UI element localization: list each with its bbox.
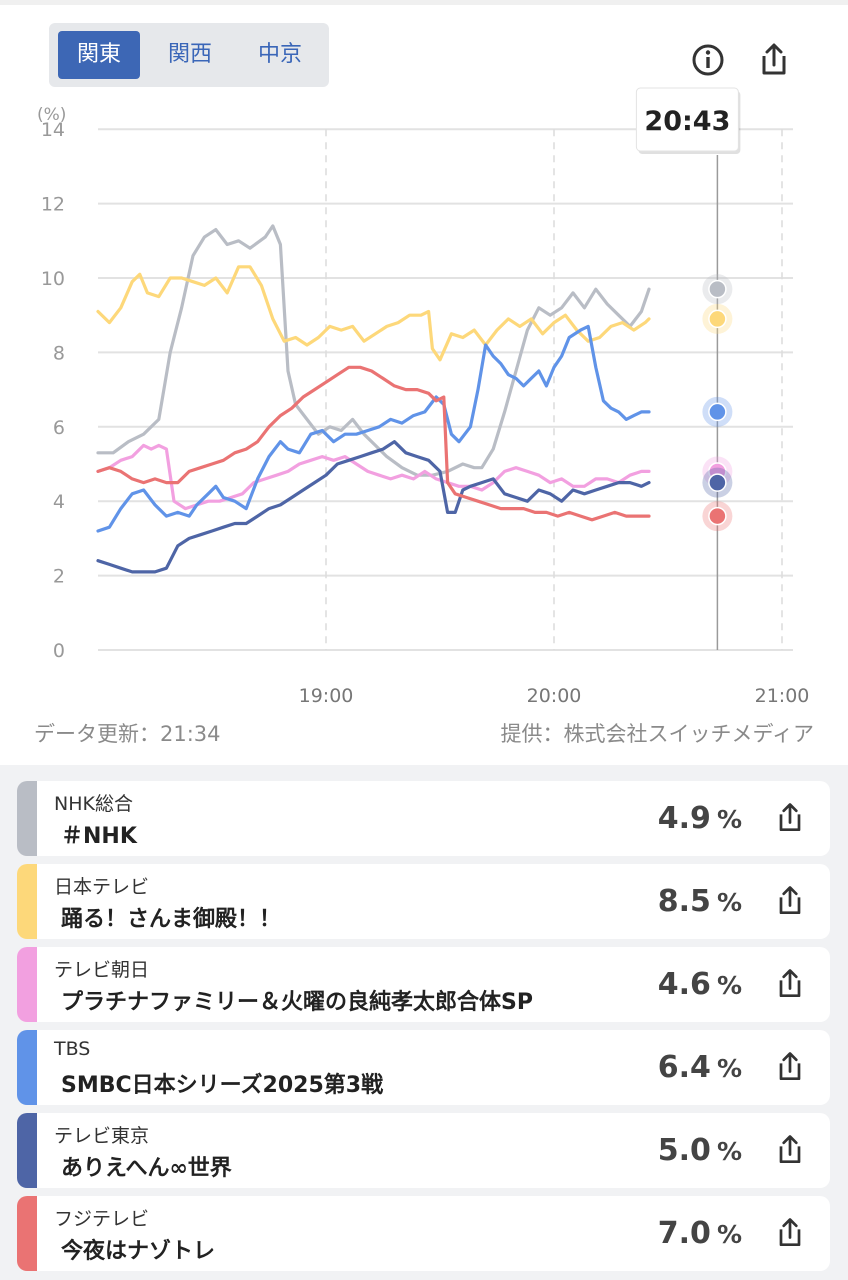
channel-name: TBS xyxy=(54,1038,91,1060)
rating-number: 8.5 xyxy=(657,884,711,919)
cursor-marker xyxy=(708,402,727,422)
y-tick-label: 8 xyxy=(53,342,65,364)
rating-row-tv-asahi[interactable]: テレビ朝日 プラチナファミリー＆火曜の良純孝太郎合体SP 4.6% xyxy=(17,947,830,1022)
series-line xyxy=(96,324,651,533)
cursor-marker xyxy=(708,473,727,492)
data-source: 提供：株式会社スイッチメディア xyxy=(500,722,814,746)
cursor-marker xyxy=(708,279,727,299)
rating-number: 5.0 xyxy=(657,1133,711,1168)
channel-name: テレビ朝日 xyxy=(54,959,150,981)
rating-number: 4.9 xyxy=(657,801,711,836)
ratings-list: NHK総合 ＃NHK 4.9% 日本テレビ 踊る！さんま御殿！！ 8.5% テレ… xyxy=(0,765,848,1280)
y-tick-label: 0 xyxy=(53,640,65,662)
y-tick-label: 12 xyxy=(41,194,65,216)
channel-name: テレビ東京 xyxy=(54,1125,150,1147)
rating-row-tv-tokyo[interactable]: テレビ東京 ありえへん∞世界 5.0% xyxy=(17,1113,830,1188)
rating-row-tbs[interactable]: TBS SMBC日本シリーズ2025第3戦 6.4% xyxy=(17,1030,830,1105)
rating-row-nhk[interactable]: NHK総合 ＃NHK 4.9% xyxy=(17,781,830,856)
channel-name: フジテレビ xyxy=(54,1208,150,1230)
share-icon[interactable] xyxy=(754,40,794,80)
y-tick-label: 4 xyxy=(53,491,65,513)
channel-color-bar xyxy=(17,1030,37,1105)
x-tick-label: 20:00 xyxy=(527,685,582,707)
ratings-chart[interactable]: (%) 0 2 4 6 8 10 12 14 19:00 20:00 21:00 20:43 xyxy=(0,85,848,760)
tab-kanto[interactable]: 関東 xyxy=(58,31,140,79)
tab-kansai[interactable]: 関西 xyxy=(167,42,212,67)
rating-value: 7.0% xyxy=(658,1216,742,1251)
region-tabs: 関東 関西 中京 xyxy=(49,23,329,87)
rating-row-ntv[interactable]: 日本テレビ 踊る！さんま御殿！！ 8.5% xyxy=(17,864,830,939)
tooltip-box xyxy=(635,87,739,152)
share-icon[interactable] xyxy=(772,1215,808,1251)
program-title: 踊る！さんま御殿！！ xyxy=(61,907,282,932)
x-tick-label: 21:00 xyxy=(755,685,810,707)
channel-color-bar xyxy=(17,947,37,1022)
channel-name: 日本テレビ xyxy=(54,876,150,898)
rating-unit: % xyxy=(716,1054,742,1083)
channel-color-bar xyxy=(17,864,37,939)
y-unit-label: (%) xyxy=(37,105,66,125)
channel-color-bar xyxy=(17,781,37,856)
series-line xyxy=(96,224,651,477)
cursor-marker xyxy=(708,506,727,526)
share-icon[interactable] xyxy=(772,800,808,836)
rating-number: 6.4 xyxy=(657,1050,711,1085)
program-title: プラチナファミリー＆火曜の良純孝太郎合体SP xyxy=(61,990,533,1015)
y-tick-label: 6 xyxy=(53,417,65,439)
rating-unit: % xyxy=(716,971,742,1000)
rating-number: 7.0 xyxy=(657,1216,711,1251)
rating-value: 5.0% xyxy=(658,1133,742,1168)
data-updated: データ更新：21:34 xyxy=(34,722,221,746)
program-title: 今夜はナゾトレ xyxy=(61,1239,216,1264)
rating-value: 4.6% xyxy=(658,967,742,1002)
channel-name: NHK総合 xyxy=(54,793,133,815)
y-tick-label: 14 xyxy=(41,119,65,141)
rating-row-fuji[interactable]: フジテレビ 今夜はナゾトレ 7.0% xyxy=(17,1196,830,1271)
share-icon[interactable] xyxy=(772,1049,808,1085)
chart-svg: (%) 0 2 4 6 8 10 12 14 19:00 20:00 21:00 20:43 xyxy=(37,87,810,707)
y-tick-label: 2 xyxy=(53,566,65,588)
channel-color-bar xyxy=(17,1196,37,1271)
rating-unit: % xyxy=(716,805,742,834)
series-line xyxy=(96,440,651,574)
rating-value: 8.5% xyxy=(658,884,742,919)
share-icon[interactable] xyxy=(772,883,808,919)
rating-unit: % xyxy=(716,1137,742,1166)
y-tick-label: 10 xyxy=(41,268,65,290)
share-icon[interactable] xyxy=(772,966,808,1002)
rating-number: 4.6 xyxy=(657,967,711,1002)
rating-value: 4.9% xyxy=(658,801,742,836)
channel-color-bar xyxy=(17,1113,37,1188)
tab-chukyo[interactable]: 中京 xyxy=(257,42,302,67)
share-icon[interactable] xyxy=(772,1132,808,1168)
series-line xyxy=(96,443,651,511)
tooltip-time: 20:43 xyxy=(644,106,730,137)
series-line xyxy=(96,265,651,362)
cursor-marker xyxy=(708,309,727,329)
rating-unit: % xyxy=(716,888,742,917)
rating-value: 6.4% xyxy=(658,1050,742,1085)
program-title: ありえへん∞世界 xyxy=(61,1156,232,1181)
x-tick-label: 19:00 xyxy=(299,685,354,707)
program-title: SMBC日本シリーズ2025第3戦 xyxy=(61,1073,384,1098)
top-divider xyxy=(0,0,848,5)
rating-unit: % xyxy=(716,1220,742,1249)
program-title: ＃NHK xyxy=(61,824,137,849)
cursor-tooltip: 20:43 xyxy=(635,87,741,154)
info-icon[interactable] xyxy=(688,40,728,80)
series-line xyxy=(96,365,651,522)
